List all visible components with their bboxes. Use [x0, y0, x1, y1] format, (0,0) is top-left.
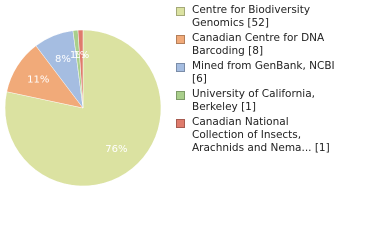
- slice-label: 76%: [105, 144, 127, 155]
- pie-slice: [77, 29, 84, 109]
- legend-swatch: [176, 63, 185, 72]
- legend-label: Centre for Biodiversity Genomics [52]: [192, 4, 311, 29]
- slice-label: 11%: [27, 75, 49, 86]
- legend-swatch: [176, 91, 185, 100]
- legend-swatch: [176, 7, 185, 16]
- slice-label: 1%: [73, 50, 89, 61]
- legend: Centre for Biodiversity Genomics [52] Can…: [174, 4, 374, 157]
- legend-item: Canadian National Collection of Insects,…: [174, 116, 342, 155]
- legend-item: Mined from GenBank, NCBI [6]: [174, 60, 342, 86]
- legend-label: University of California, Berkeley [1]: [192, 88, 315, 113]
- slice-label: 1%: [70, 50, 86, 61]
- legend-item: University of California, Berkeley [1]: [174, 88, 342, 114]
- legend-item: Centre for Biodiversity Genomics [52]: [174, 4, 342, 30]
- legend-swatch: [176, 119, 185, 128]
- legend-label: Canadian National Collection of Insects,…: [192, 116, 330, 154]
- pie-area: 76%11%8% 1%1%: [4, 29, 162, 187]
- legend-swatch: [176, 35, 185, 44]
- legend-label: Canadian Centre for DNA Barcoding [8]: [192, 32, 325, 57]
- legend-item: Canadian Centre for DNA Barcoding [8]: [174, 32, 342, 58]
- legend-label: Mined from GenBank, NCBI [6]: [192, 60, 335, 85]
- slice-label: 8%: [55, 54, 71, 65]
